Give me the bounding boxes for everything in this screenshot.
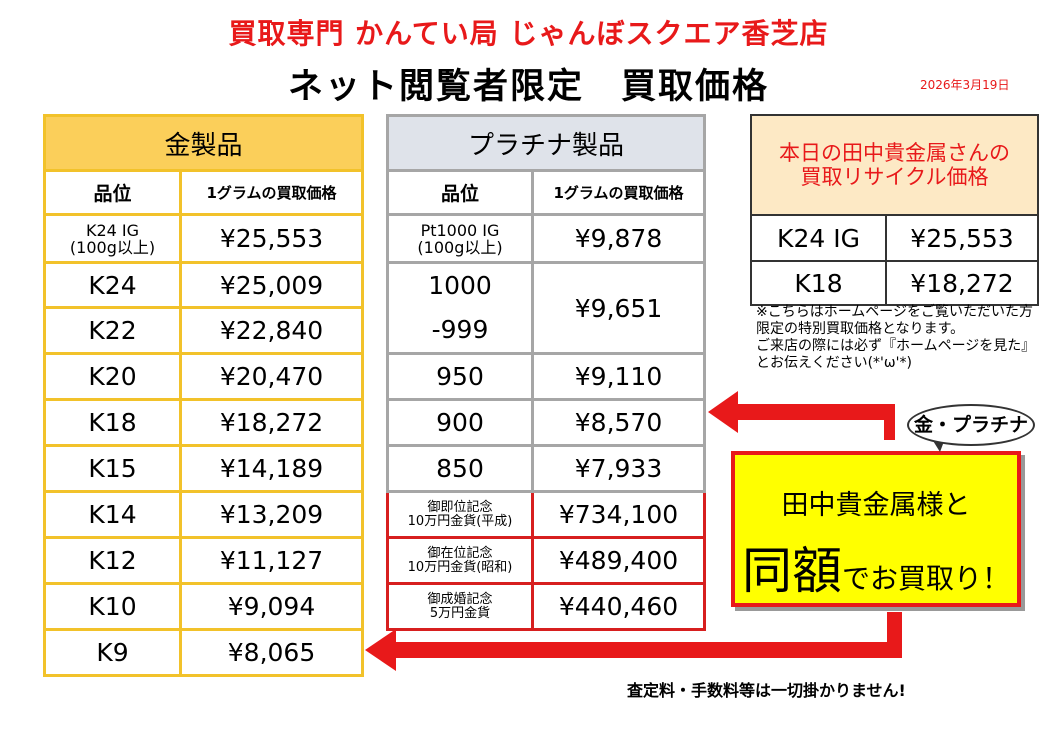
table-row: 御在位記念 10万円金貨(昭和) ¥489,400 (386, 536, 707, 585)
table-row: K24 IG (100g以上) ¥25,553 (43, 213, 365, 264)
platinum-price: ¥9,651 (530, 261, 707, 355)
table-row: -999 (386, 307, 705, 355)
table-row: K18 ¥18,272 (43, 398, 365, 447)
gold-price: ¥11,127 (178, 536, 365, 585)
promo-rest-text: でお買取り！ (841, 562, 1010, 595)
gold-purity: K14 (43, 490, 182, 539)
table-row: K20 ¥20,470 (43, 352, 365, 401)
coin-name: 御即位記念 10万円金貨(平成) (386, 490, 534, 539)
gold-col-price: 1グラムの買取価格 (178, 169, 365, 216)
platinum-heading: プラチナ製品 (385, 114, 707, 172)
platinum-col-price: 1グラムの買取価格 (530, 169, 707, 216)
platinum-purity: 950 (386, 352, 534, 401)
table-row: K18 ¥18,272 (750, 260, 1039, 306)
gold-price: ¥8,065 (178, 628, 365, 677)
gold-price: ¥14,189 (178, 444, 365, 493)
platinum-price: ¥9,110 (530, 352, 707, 401)
daily-tanaka-price-box: 本日の田中貴金属さんの 買取リサイクル価格 K24 IG ¥25,553 K18… (750, 114, 1039, 306)
daily-title: 本日の田中貴金属さんの 買取リサイクル価格 (750, 114, 1039, 216)
platinum-price-table: プラチナ製品 品位 1グラムの買取価格 Pt1000 IG (100g以上) ¥… (385, 114, 707, 631)
table-row: Pt1000 IG (100g以上) ¥9,878 (386, 213, 707, 264)
promo-big-text: 同額 (741, 542, 842, 600)
arrow-to-gold-icon (365, 612, 902, 671)
gold-purity: K24 (43, 261, 182, 309)
gold-col-purity: 品位 (43, 169, 182, 216)
daily-item: K18 (750, 260, 887, 306)
coin-name: 御在位記念 10万円金貨(昭和) (386, 536, 534, 585)
arrow-to-platinum-icon (708, 391, 895, 440)
page-title: ネット閲覧者限定 買取価格 (287, 67, 769, 107)
gold-heading: 金製品 (42, 114, 365, 172)
table-row: K15 ¥14,189 (43, 444, 365, 493)
fee-note: 査定料・手数料等は一切掛かりません! (627, 681, 906, 700)
gold-price: ¥18,272 (178, 398, 365, 447)
table-row: K12 ¥11,127 (43, 536, 365, 585)
platinum-col-purity: 品位 (386, 169, 534, 216)
gold-purity: K22 (43, 306, 182, 355)
gold-price: ¥25,553 (178, 213, 365, 264)
platinum-purity: 900 (386, 398, 534, 447)
gold-price: ¥20,470 (178, 352, 365, 401)
promo-line1: 田中貴金属様と (781, 490, 971, 521)
gold-purity: K9 (43, 628, 182, 677)
gold-price: ¥22,840 (178, 306, 365, 355)
gold-price: ¥13,209 (178, 490, 365, 539)
gold-purity: K15 (43, 444, 182, 493)
table-row: 950 ¥9,110 (386, 352, 707, 401)
platinum-purity: 850 (386, 444, 534, 493)
coin-price: ¥440,460 (530, 582, 707, 631)
platinum-purity-1000: 1000 (386, 261, 534, 308)
table-row: K24 ¥25,009 (43, 261, 365, 309)
gold-price-table: 金製品 品位 1グラムの買取価格 K24 IG (100g以上) ¥25,553… (42, 114, 365, 677)
daily-price: ¥25,553 (885, 214, 1039, 262)
gold-purity: K20 (43, 352, 182, 401)
gold-price: ¥25,009 (178, 261, 365, 309)
daily-price: ¥18,272 (885, 260, 1039, 306)
table-row: 御成婚記念 5万円金貨 ¥440,460 (386, 582, 707, 631)
table-row: 850 ¥7,933 (386, 444, 707, 493)
gold-purity: K18 (43, 398, 182, 447)
table-row: K24 IG ¥25,553 (750, 214, 1039, 262)
table-row: K22 ¥22,840 (43, 306, 365, 355)
special-price-note: ※こちらはホームページをご覧いただいた方限定の特別買取価格となります。 ご来店の… (756, 304, 1036, 371)
table-row: K10 ¥9,094 (43, 582, 365, 631)
date-label: 2026年3月19日 (920, 78, 1010, 92)
table-row: K9 ¥8,065 (43, 628, 365, 677)
platinum-purity: Pt1000 IG (100g以上) (386, 213, 534, 264)
coin-price: ¥489,400 (530, 536, 707, 585)
platinum-price: ¥9,878 (530, 213, 707, 264)
table-row: K14 ¥13,209 (43, 490, 365, 539)
gold-purity: K12 (43, 536, 182, 585)
table-row: 御即位記念 10万円金貨(平成) ¥734,100 (386, 490, 707, 539)
platinum-purity-999: -999 (386, 307, 534, 355)
table-row: 1000 ¥9,651 (386, 261, 707, 355)
same-price-promo-box: 田中貴金属様と 同額でお買取り！ (731, 451, 1021, 607)
coin-name: 御成婚記念 5万円金貨 (386, 582, 534, 631)
gold-price: ¥9,094 (178, 582, 365, 631)
gold-purity: K10 (43, 582, 182, 631)
shop-name: 買取専門 かんてい局 じゃんぼスクエア香芝店 (228, 17, 829, 50)
daily-item: K24 IG (750, 214, 887, 262)
gold-purity: K24 IG (100g以上) (43, 213, 182, 264)
coin-price: ¥734,100 (530, 490, 707, 539)
promo-line2: 同額でお買取り！ (735, 531, 1017, 603)
platinum-price: ¥8,570 (530, 398, 707, 447)
gold-platinum-bubble: 金・プラチナ (907, 404, 1035, 446)
table-row: 900 ¥8,570 (386, 398, 707, 447)
platinum-price: ¥7,933 (530, 444, 707, 493)
